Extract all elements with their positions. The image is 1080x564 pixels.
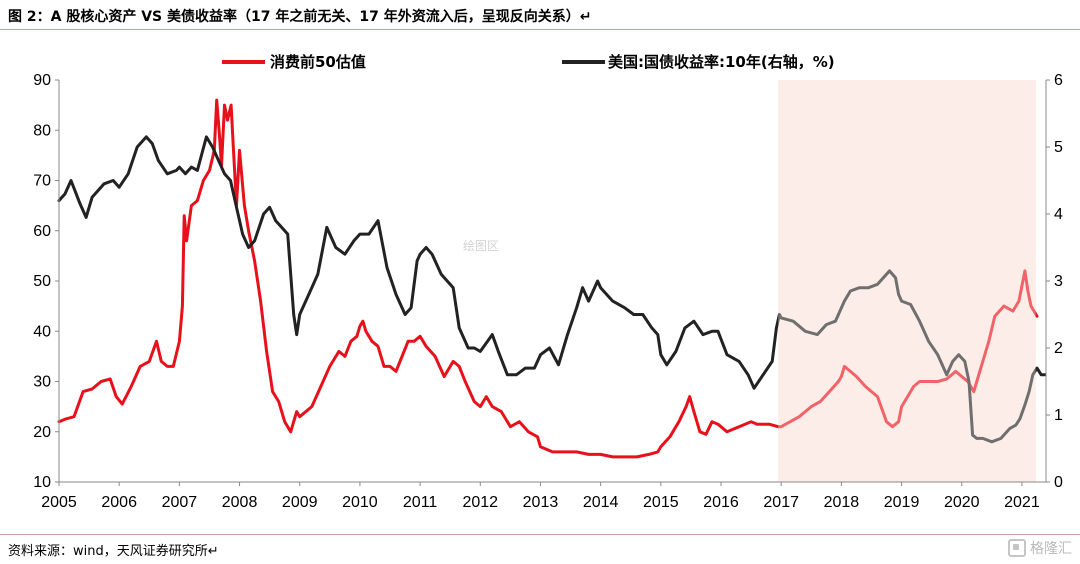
x-tick-label: 2005 — [41, 494, 77, 511]
x-tick-label: 2017 — [763, 494, 799, 511]
corner-logo: 格隆汇 — [1008, 538, 1072, 558]
legend-label-us-treasury: 美国:国债收益率:10年(右轴，%) — [608, 53, 835, 71]
y-right-tick-label: 4 — [1054, 206, 1063, 223]
y-right-tick-label: 2 — [1054, 340, 1063, 357]
series-line-1 — [57, 135, 1047, 444]
y-left-tick-label: 60 — [33, 223, 51, 240]
x-tick-label: 2018 — [824, 494, 860, 511]
line-chart: 绘图区 10 20 30 40 50 60 70 80 90 0 1 2 3 4 5 6 2005 2006 200… — [33, 53, 1063, 511]
logo-text: 格隆汇 — [1030, 541, 1072, 557]
title-divider — [0, 29, 1080, 30]
x-tick-label: 2012 — [462, 494, 498, 511]
y-right-tick-label: 3 — [1054, 273, 1063, 290]
y-left-tick-label: 40 — [33, 323, 51, 340]
figure-title: 图 2：A 股核心资产 VS 美债收益率（17 年之前无关、17 年外资流入后，… — [8, 9, 592, 25]
x-tick-label: 2016 — [703, 494, 739, 511]
shaded-region-layer — [778, 80, 1036, 482]
x-tick-label: 2008 — [222, 494, 258, 511]
x-tick-label: 2010 — [342, 494, 378, 511]
shaded-region-fade — [778, 80, 1036, 482]
y-left-tick-label: 30 — [33, 374, 51, 391]
x-tick-label: 2011 — [403, 494, 438, 511]
y-right-tick-label: 0 — [1054, 474, 1063, 491]
watermark-text: 绘图区 — [463, 238, 499, 253]
shaded-region — [778, 80, 1036, 482]
x-tick-label: 2020 — [944, 494, 980, 511]
y-left-tick-label: 70 — [33, 173, 51, 190]
y-right-tick-label: 6 — [1054, 72, 1063, 89]
y-left-tick-label: 90 — [33, 72, 51, 89]
x-tick-label: 2021 — [1004, 494, 1040, 511]
source-note: 资料来源：wind，天风证券研究所↵ — [8, 544, 219, 559]
x-tick-label: 2013 — [523, 494, 559, 511]
x-tick-label: 2007 — [162, 494, 198, 511]
source-divider — [0, 534, 1080, 535]
logo-icon — [1008, 539, 1026, 557]
y-left-tick-label: 10 — [33, 474, 51, 491]
y-left-tick-label: 80 — [33, 122, 51, 139]
legend-label-consumer-pe: 消费前50估值 — [270, 53, 366, 71]
x-tick-label: 2006 — [101, 494, 137, 511]
x-tick-label: 2009 — [282, 494, 318, 511]
y-right-tick-label: 1 — [1054, 407, 1063, 424]
x-tick-label: 2014 — [583, 494, 619, 511]
axis-layer: 10 20 30 40 50 60 70 80 90 0 1 2 3 4 5 6 2005 2006 2007 200… — [33, 72, 1063, 511]
fade-overlay-layer — [778, 80, 1036, 482]
x-tick-label: 2019 — [884, 494, 920, 511]
x-tick-label: 2015 — [643, 494, 679, 511]
y-left-tick-label: 20 — [33, 424, 51, 441]
y-left-tick-label: 50 — [33, 273, 51, 290]
legend: 消费前50估值 美国:国债收益率:10年(右轴，%) — [222, 53, 835, 71]
series-layer — [57, 98, 1047, 459]
y-right-tick-label: 5 — [1054, 139, 1063, 156]
